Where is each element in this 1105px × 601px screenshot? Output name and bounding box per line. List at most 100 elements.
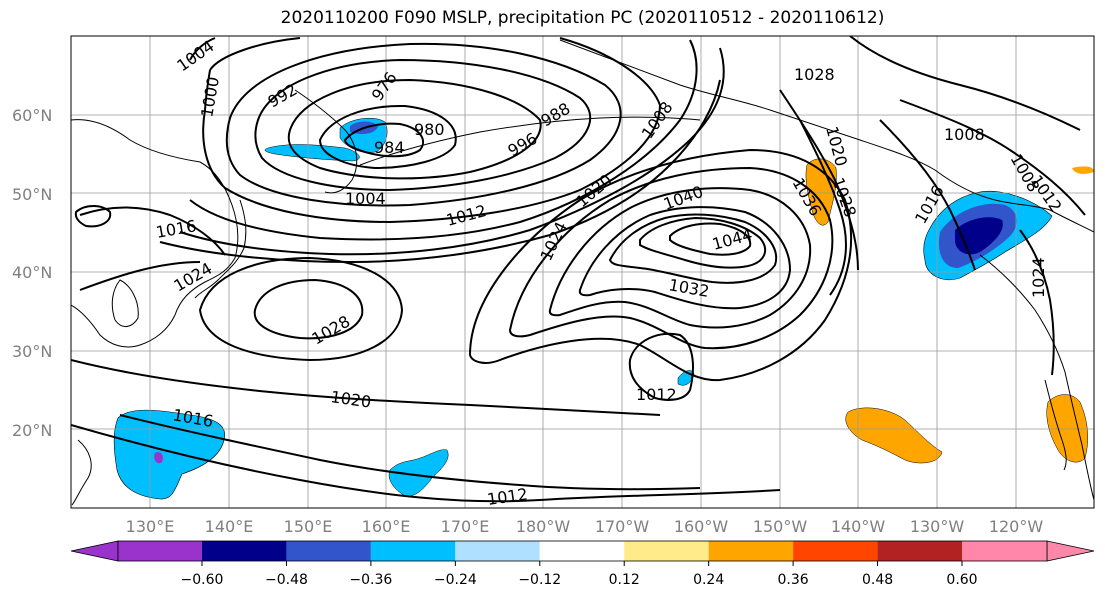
isobar-high-1040 <box>639 216 767 269</box>
isobar-nw-1016 <box>79 206 226 256</box>
colorbar-tick-label: 0.36 <box>778 572 809 588</box>
isobar-high-outer <box>468 148 853 382</box>
colorbar-tick-label: −0.36 <box>349 572 392 588</box>
contour-label: 1020 <box>572 170 615 211</box>
coast-alaska <box>559 39 1094 233</box>
isobar-996 <box>225 42 622 207</box>
contour-label: 1004 <box>345 189 386 208</box>
contour-label: 984 <box>374 138 405 157</box>
coast-japan <box>194 199 247 299</box>
latitude-labels: 60°N 50°N 40°N 30°N 20°N <box>12 106 52 440</box>
contour-label: 1024 <box>1029 257 1048 298</box>
lat-label: 50°N <box>12 185 52 204</box>
contour-label: 1028 <box>794 65 835 84</box>
contour-label: 996 <box>505 129 541 161</box>
colorbar-tick-label: −0.12 <box>518 572 561 588</box>
isobar-east-1028 <box>779 89 859 271</box>
precip-gulf-alaska <box>805 158 837 226</box>
isobar-high-1028 <box>548 187 812 329</box>
contour-label: 1016 <box>154 216 197 242</box>
precip-shading <box>113 117 1094 500</box>
isobar-984 <box>318 104 457 170</box>
isobar-976-980 <box>343 122 425 158</box>
colorbar-segment <box>708 541 794 561</box>
colorbar-tick-label: 0.24 <box>693 572 724 588</box>
isobar-1000 <box>202 37 662 224</box>
colorbar-segment <box>624 541 709 561</box>
isobar-west-high-1028 <box>253 278 364 340</box>
colorbar: −0.60 −0.48 −0.36 −0.24 −0.12 0.12 0.24 0.36 0.4… <box>70 540 1095 588</box>
isobar-high-1032 <box>578 206 792 310</box>
contour-label: 1012 <box>636 385 677 404</box>
colorbar-segment <box>455 541 540 561</box>
colorbar-segment <box>877 541 962 561</box>
coastlines <box>71 39 1094 506</box>
colorbar-segment <box>118 541 202 561</box>
lon-label: 130°E <box>126 517 175 536</box>
contour-labels: 1004 1000 992 976 980 984 988 996 1004 1… <box>154 36 1065 508</box>
lon-label: 130°W <box>910 517 965 536</box>
isobar-west-high-1024 <box>198 256 404 362</box>
colorbar-tick-label: −0.60 <box>181 572 224 588</box>
colorbar-segment <box>793 541 878 561</box>
lon-label: 150°W <box>753 517 808 536</box>
precip-kamchatka <box>264 144 360 162</box>
isobar-east-1024 <box>1019 229 1055 376</box>
lon-label: 140°E <box>205 517 254 536</box>
precip-nw-core <box>154 452 163 464</box>
coast-aleutians <box>359 116 701 166</box>
colorbar-high-extend <box>1046 540 1095 562</box>
precip-central <box>388 449 449 497</box>
isobar-hawaii-low <box>628 332 694 401</box>
lon-label: 150°E <box>284 517 333 536</box>
colorbar-tick-label: −0.48 <box>265 572 308 588</box>
lon-label: 160°E <box>362 517 411 536</box>
contour-label: 1028 <box>309 312 354 349</box>
colorbar-segment <box>286 541 371 561</box>
isobar-1004 <box>189 37 698 241</box>
colorbar-tick-label: −0.24 <box>434 572 477 588</box>
colorbar-tick-label: 0.60 <box>946 572 977 588</box>
isobar-east-1008 <box>899 99 1086 216</box>
isobar-1008 <box>179 47 725 256</box>
colorbar-tick-label: 0.48 <box>862 572 893 588</box>
lat-label: 20°N <box>12 421 52 440</box>
longitude-labels: 130°E 140°E 150°E 160°E 170°E 180°W 170°… <box>126 517 1044 536</box>
graticule <box>71 36 1094 508</box>
isobar-high-1044 <box>669 222 752 256</box>
isobar-992 <box>254 58 592 192</box>
contour-label: 1008 <box>944 125 985 144</box>
isobar-nw-loop <box>74 205 112 228</box>
precip-nw-us-core <box>955 217 1003 255</box>
lon-label: 170°E <box>441 517 490 536</box>
contour-label: 1012 <box>444 201 488 230</box>
isobar-high-1024 <box>508 166 834 350</box>
isobar-east-1016 <box>879 119 976 271</box>
lon-label: 140°W <box>831 517 886 536</box>
isobar-high-1036 <box>608 213 778 284</box>
colorbar-segment <box>539 541 625 561</box>
isobar-1012-south <box>71 424 781 503</box>
precip-east-edge <box>1072 166 1094 174</box>
coast-north-america <box>979 254 1094 501</box>
colorbar-low-extend <box>70 540 119 562</box>
colorbar-tick-label: 0.12 <box>609 572 640 588</box>
map-title: 2020110200 F090 MSLP, precipitation PC (… <box>280 8 885 28</box>
lat-label: 30°N <box>12 342 52 361</box>
map-frame <box>70 35 1095 509</box>
precip-subtropical-east <box>845 407 943 464</box>
coast-baja <box>1044 379 1067 471</box>
contour-label: 1008 <box>638 98 677 142</box>
isobar-1016 <box>79 261 701 491</box>
contour-label: 1008 <box>1007 151 1044 196</box>
colorbar-segment <box>202 541 287 561</box>
lat-label: 60°N <box>12 106 52 125</box>
coast-kamchatka <box>294 89 358 194</box>
isobar-1020 <box>71 359 661 416</box>
contour-label: 1020 <box>329 387 372 411</box>
lon-label: 120°W <box>989 517 1044 536</box>
colorbar-segment <box>962 541 1047 561</box>
contour-label: 1000 <box>197 75 223 118</box>
lon-label: 170°W <box>595 517 650 536</box>
